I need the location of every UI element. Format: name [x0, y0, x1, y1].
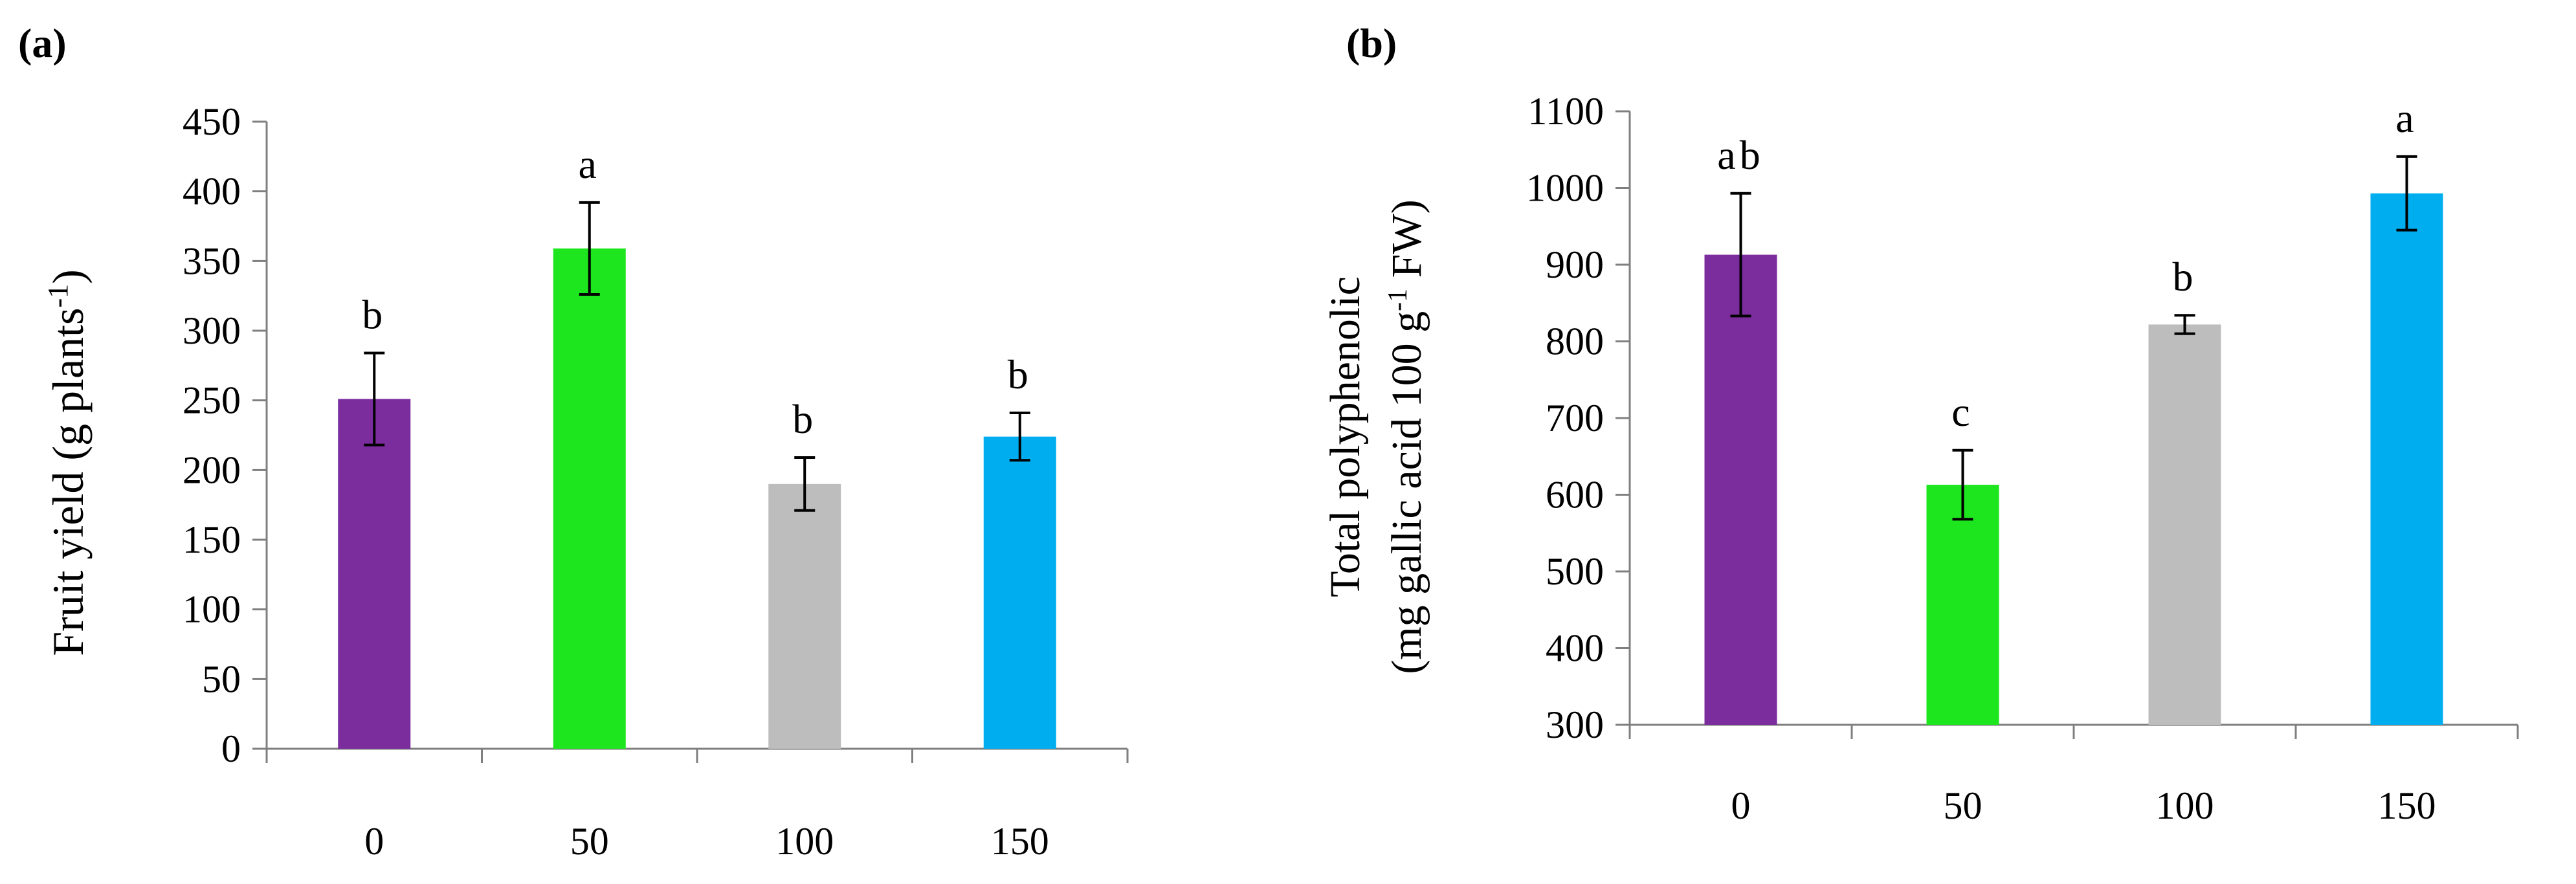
x-tick-label-a-150: 150	[991, 820, 1049, 863]
x-tick-label-a-50: 50	[570, 820, 609, 863]
significance-letter-a-0: b	[362, 291, 386, 337]
bar-a-100	[768, 483, 841, 749]
axes-b	[1616, 110, 2519, 739]
y-tick-label-a: 300	[183, 309, 241, 352]
significance-letter-b-50: c	[1951, 389, 1973, 435]
y-tick-label-a: 100	[183, 588, 241, 631]
y-tick-label-b: 800	[1546, 320, 1604, 363]
x-tick-label-b-100: 100	[2156, 784, 2214, 827]
y-axis-label-b-line1: Total polyphenolic	[1322, 276, 1369, 597]
y-tick-label-a: 200	[183, 448, 241, 491]
x-tick-label-a-100: 100	[775, 820, 834, 863]
chart-panel-a: (a) Fruit yield (g plants-1) b a b b 0 50 100…	[18, 20, 1129, 863]
bars-b	[1704, 193, 2443, 725]
x-tick-label-b-0: 0	[1731, 784, 1751, 827]
y-tick-label-b: 600	[1546, 474, 1604, 516]
x-tick-label-a-0: 0	[364, 820, 384, 863]
bar-b-50	[1926, 485, 1999, 725]
y-axis-label-b-line2: (mg gallic acid 100 g-1 FW)	[1383, 199, 1430, 674]
y-axis-label-b-end: FW)	[1383, 199, 1430, 288]
x-tick-labels-b: 0 50 100 150	[1731, 784, 2436, 827]
error-bars-b	[1730, 155, 2417, 521]
y-tick-label-a: 400	[183, 170, 241, 213]
x-tick-label-b-50: 50	[1944, 784, 1982, 827]
y-tick-label-a: 150	[183, 518, 241, 561]
bar-b-150	[2370, 193, 2443, 725]
chart-panel-b: (b) Total polyphenolic (mg gallic acid 1…	[1322, 20, 2519, 827]
y-tick-label-a: 250	[183, 379, 241, 422]
significance-letter-b-0: ab	[1717, 132, 1764, 178]
y-axis-label-a: Fruit yield (g plants-1)	[42, 269, 93, 656]
x-tick-label-b-150: 150	[2378, 784, 2436, 827]
y-axis-label-a-end: )	[43, 269, 93, 284]
significance-letter-a-150: b	[1008, 351, 1032, 397]
y-tick-label-b: 300	[1546, 703, 1604, 746]
significance-letters-a: b a b b	[362, 141, 1032, 442]
significance-letter-b-100: b	[2173, 254, 2197, 300]
y-tick-labels-a: 0 50 100 150 200 250 300 350 400 450	[183, 100, 241, 770]
y-tick-label-b: 700	[1546, 397, 1604, 439]
bar-a-50	[553, 248, 626, 749]
y-tick-label-a: 350	[183, 239, 241, 282]
significance-letters-b: ab c b a	[1717, 95, 2417, 435]
significance-letter-a-50: a	[579, 141, 601, 187]
bar-b-0	[1704, 254, 1777, 725]
y-tick-label-b: 1000	[1526, 167, 1604, 210]
error-bars-a	[364, 201, 1030, 512]
x-tick-labels-a: 0 50 100 150	[364, 820, 1049, 863]
bar-b-100	[2148, 324, 2221, 725]
significance-letter-a-100: b	[792, 396, 817, 442]
y-axis-label-b-sup: -1	[1383, 289, 1413, 311]
y-tick-label-b: 500	[1546, 550, 1604, 593]
significance-letter-b-150: a	[2395, 95, 2417, 141]
y-tick-label-b: 1100	[1527, 90, 1604, 133]
y-tick-label-b: 900	[1546, 243, 1604, 286]
y-tick-label-a: 50	[202, 657, 241, 700]
bars-a	[338, 248, 1056, 749]
y-tick-label-a: 450	[183, 100, 241, 143]
panel-label-a: (a)	[18, 20, 67, 66]
panel-label-b: (b)	[1346, 20, 1397, 66]
bar-a-0	[338, 399, 411, 749]
y-tick-labels-b: 300 400 500 600 700 800 900 1000 1100	[1526, 90, 1604, 746]
y-axis-label-a-main: Fruit yield (g plants	[43, 308, 93, 656]
y-axis-label-b-main: (mg gallic acid 100 g	[1383, 311, 1430, 674]
y-tick-label-a: 0	[221, 727, 241, 770]
y-axis-label-a-sup: -1	[42, 284, 74, 308]
bar-a-150	[983, 436, 1056, 749]
y-tick-label-b: 400	[1546, 627, 1604, 670]
